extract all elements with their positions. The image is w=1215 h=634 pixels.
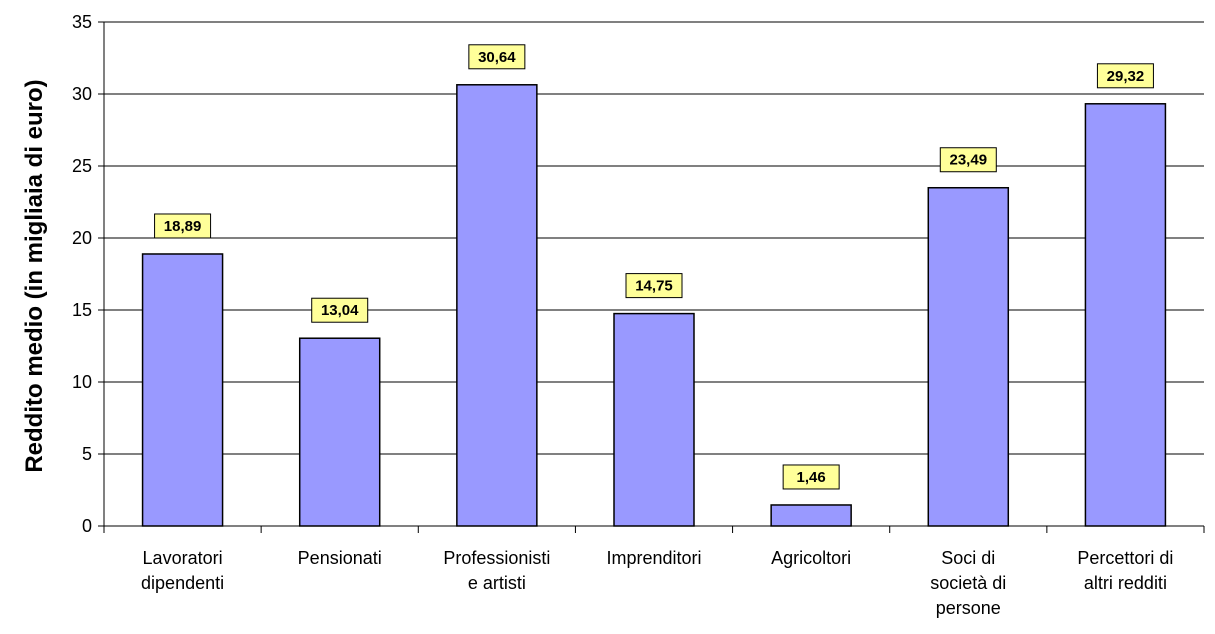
data-label-box: [311, 297, 369, 323]
x-tick-label: Lavoratori dipendenti: [141, 548, 224, 593]
x-tick-label: Agricoltori: [771, 548, 851, 568]
x-tick-label-line: altri redditi: [1084, 573, 1167, 593]
x-tick-label: Imprenditori: [606, 548, 701, 568]
x-tick-label-line: Soci di: [941, 548, 995, 568]
x-tick-label-line: Imprenditori: [606, 548, 701, 568]
x-tick-label: Percettori di altri redditi: [1077, 548, 1173, 593]
data-label: 30,64: [478, 49, 516, 66]
bar: [456, 84, 538, 527]
y-tick-label: 35: [72, 12, 92, 32]
y-tick-labels: 0 5 10 15 20 25 30 35: [72, 12, 92, 536]
bar: [1084, 103, 1167, 527]
x-tick-labels: Lavoratori dipendenti Pensionati Profession…: [141, 548, 1173, 618]
x-tick-label-line: Professionisti: [443, 548, 550, 568]
x-tick-label-line: dipendenti: [141, 573, 224, 593]
data-label: 13,04: [321, 302, 359, 319]
y-axis-label: Reddito medio (in migliaia di euro): [21, 79, 48, 472]
y-tick-label: 25: [72, 156, 92, 176]
data-label-box: [468, 44, 526, 70]
data-label-box: [939, 147, 997, 173]
x-tick-label-line: Percettori di: [1077, 548, 1173, 568]
x-tick-label: Professionisti e artisti: [443, 548, 550, 593]
data-label: 23,49: [950, 152, 988, 169]
x-tick-label-line: Lavoratori: [143, 548, 223, 568]
x-tick-label: Pensionati: [298, 548, 382, 568]
data-label-box: [1096, 63, 1154, 89]
x-tick-label-line: società di: [930, 573, 1006, 593]
bar: [298, 337, 381, 527]
axes: [98, 21, 1205, 533]
data-label: 29,32: [1107, 68, 1145, 85]
x-tick-label-line: persone: [936, 598, 1001, 618]
y-tick-label: 10: [72, 372, 92, 392]
y-tick-label: 20: [72, 228, 92, 248]
y-tick-label: 0: [82, 516, 92, 536]
data-label: 1,46: [797, 469, 826, 486]
y-tick-label: 5: [82, 444, 92, 464]
y-tick-label: 15: [72, 300, 92, 320]
bar: [613, 312, 695, 527]
bars: [141, 84, 1167, 527]
x-tick-label: Soci di società di persone: [930, 548, 1006, 618]
gridlines: [104, 21, 1204, 455]
x-tick-label-line: e artisti: [468, 573, 526, 593]
data-labels: 18,89 13,04 30,64 14,75 1,46 23,49 29,32: [154, 44, 1154, 490]
x-tick-label-line: Pensionati: [298, 548, 382, 568]
bar: [141, 253, 224, 527]
data-label-box: [782, 464, 840, 490]
data-label: 14,75: [635, 278, 673, 295]
data-label-box: [154, 213, 212, 239]
bar: [927, 186, 1010, 527]
bar: [770, 504, 852, 527]
data-label: 18,89: [164, 218, 202, 235]
x-tick-label-line: Agricoltori: [771, 548, 851, 568]
data-label-box: [625, 273, 683, 299]
y-tick-label: 30: [72, 84, 92, 104]
